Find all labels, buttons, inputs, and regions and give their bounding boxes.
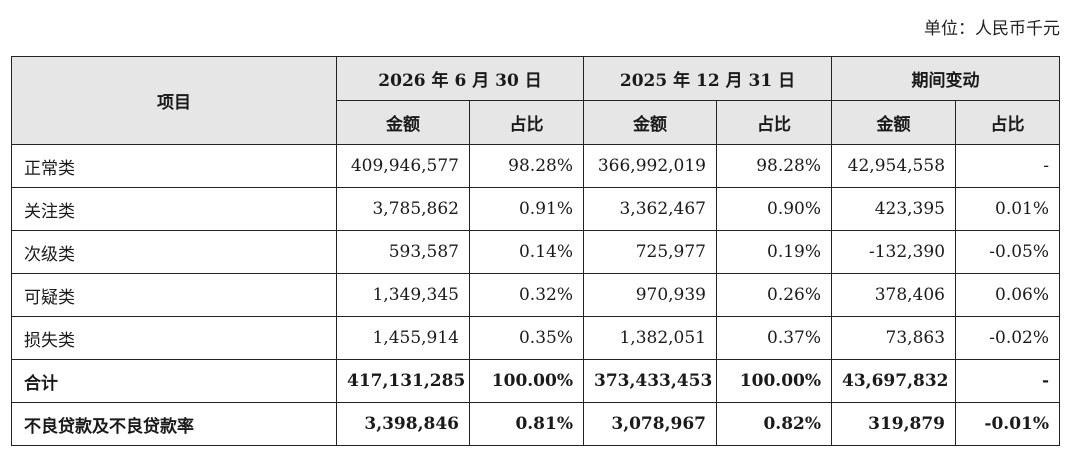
- cell-ratio-2025: 0.37%: [715, 316, 833, 360]
- row-label: 次级类: [11, 230, 337, 274]
- row-label: 正常类: [11, 144, 337, 188]
- row-label: 可疑类: [11, 273, 337, 317]
- row-label: 不良贷款及不良贷款率: [11, 402, 337, 446]
- cell-ratio-2026: 100.00%: [469, 359, 584, 403]
- header-ratio: 占比: [955, 100, 1061, 145]
- cell-amount-change: 319,879: [831, 402, 957, 446]
- cell-amount-change: 73,863: [831, 316, 957, 360]
- cell-amount-change: 43,697,832: [831, 359, 957, 403]
- cell-amount-2026: 3,785,862: [336, 187, 470, 231]
- table-row: 正常类 409,946,577 98.28% 366,992,019 98.28…: [11, 144, 1061, 188]
- cell-ratio-2025: 0.82%: [715, 402, 833, 446]
- header-amount: 金额: [583, 100, 717, 145]
- cell-amount-2025: 725,977: [583, 230, 717, 274]
- unit-label: 单位：人民币千元: [924, 19, 1060, 39]
- header-amount: 金额: [831, 100, 957, 145]
- cell-amount-change: 378,406: [831, 273, 957, 317]
- cell-amount-2026: 409,946,577: [336, 144, 470, 188]
- cell-ratio-change: -0.02%: [955, 316, 1061, 360]
- cell-amount-2025: 1,382,051: [583, 316, 717, 360]
- row-label: 损失类: [11, 316, 337, 360]
- cell-amount-2026: 1,349,345: [336, 273, 470, 317]
- cell-amount-2025: 373,433,453: [583, 359, 717, 403]
- cell-amount-2026: 593,587: [336, 230, 470, 274]
- table-header: 项目 2026 年 6 月 30 日 2025 年 12 月 31 日 期间变动…: [11, 56, 1061, 145]
- cell-ratio-2026: 0.35%: [469, 316, 584, 360]
- cell-ratio-2026: 0.81%: [469, 402, 584, 446]
- header-amount: 金额: [336, 100, 470, 145]
- row-label: 合计: [11, 359, 337, 403]
- table-row: 可疑类 1,349,345 0.32% 970,939 0.26% 378,40…: [11, 273, 1061, 317]
- header-group-2025-12-31: 2025 年 12 月 31 日: [582, 56, 833, 101]
- header-ratio: 占比: [469, 100, 584, 145]
- cell-amount-change: 42,954,558: [831, 144, 957, 188]
- table-row: 关注类 3,785,862 0.91% 3,362,467 0.90% 423,…: [11, 187, 1061, 231]
- cell-amount-2025: 3,078,967: [583, 402, 717, 446]
- table-row: 合计 417,131,285 100.00% 373,433,453 100.0…: [11, 359, 1061, 403]
- cell-amount-2025: 366,992,019: [583, 144, 717, 188]
- cell-ratio-2025: 98.28%: [715, 144, 833, 188]
- row-label: 关注类: [11, 187, 337, 231]
- cell-ratio-2025: 100.00%: [715, 359, 833, 403]
- cell-ratio-change: -: [955, 359, 1061, 403]
- table-row: 次级类 593,587 0.14% 725,977 0.19% -132,390…: [11, 230, 1061, 274]
- cell-ratio-2026: 0.14%: [469, 230, 584, 274]
- cell-ratio-change: -0.05%: [955, 230, 1061, 274]
- header-item: 项目: [11, 56, 337, 145]
- cell-ratio-change: -: [955, 144, 1061, 188]
- header-ratio: 占比: [715, 100, 833, 145]
- cell-amount-2026: 3,398,846: [336, 402, 470, 446]
- loan-classification-table: 项目 2026 年 6 月 30 日 2025 年 12 月 31 日 期间变动…: [11, 56, 1061, 446]
- table-body: 正常类 409,946,577 98.28% 366,992,019 98.28…: [11, 144, 1061, 446]
- cell-amount-2026: 1,455,914: [336, 316, 470, 360]
- cell-amount-change: -132,390: [831, 230, 957, 274]
- cell-ratio-2025: 0.26%: [715, 273, 833, 317]
- cell-amount-change: 423,395: [831, 187, 957, 231]
- cell-ratio-2026: 0.32%: [469, 273, 584, 317]
- cell-ratio-2025: 0.19%: [715, 230, 833, 274]
- cell-ratio-2026: 98.28%: [469, 144, 584, 188]
- cell-ratio-change: -0.01%: [955, 402, 1061, 446]
- cell-amount-2026: 417,131,285: [336, 359, 470, 403]
- cell-ratio-change: 0.01%: [955, 187, 1061, 231]
- cell-amount-2025: 3,362,467: [583, 187, 717, 231]
- table-row: 不良贷款及不良贷款率 3,398,846 0.81% 3,078,967 0.8…: [11, 402, 1061, 446]
- cell-ratio-2026: 0.91%: [469, 187, 584, 231]
- cell-ratio-change: 0.06%: [955, 273, 1061, 317]
- table-row: 损失类 1,455,914 0.35% 1,382,051 0.37% 73,8…: [11, 316, 1061, 360]
- cell-amount-2025: 970,939: [583, 273, 717, 317]
- header-group-2026-06-30: 2026 年 6 月 30 日: [336, 56, 584, 101]
- header-group-period-change: 期间变动: [831, 56, 1061, 101]
- cell-ratio-2025: 0.90%: [715, 187, 833, 231]
